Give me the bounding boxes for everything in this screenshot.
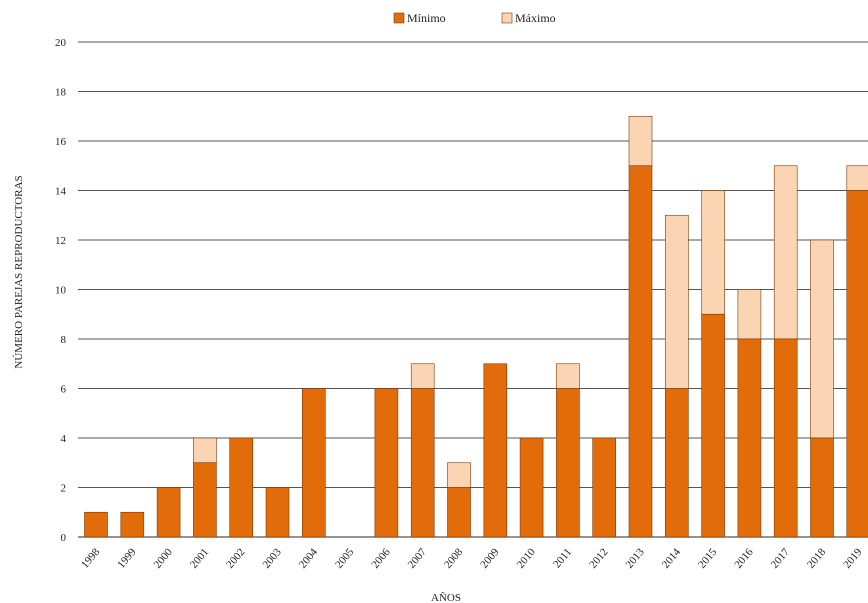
x-tick-label: 2008: [442, 546, 466, 571]
legend: Mínimo Máximo: [393, 11, 556, 25]
bar-maximo-2017: [773, 165, 798, 340]
x-tick-label: 2018: [805, 546, 829, 571]
x-tick-label: 2017: [769, 546, 793, 571]
x-tick-label: 2019: [841, 546, 865, 571]
bar-minimo-2013: [628, 165, 653, 538]
y-tick-label: 2: [61, 483, 67, 495]
bar-minimo-2015: [701, 313, 725, 538]
y-tick-label: 10: [55, 285, 67, 297]
legend-swatch-maximo: [501, 12, 513, 24]
x-tick-label: 2016: [732, 546, 756, 571]
bar-maximo-2018: [810, 239, 834, 439]
x-tick-label: 2004: [297, 546, 321, 571]
x-tick-label: 1998: [79, 546, 103, 571]
bar-minimo-2001: [193, 462, 217, 538]
bar-minimo-2010: [519, 437, 544, 538]
bar-minimo-2011: [556, 388, 580, 538]
bar-minimo-2019: [846, 190, 868, 538]
y-axis-title: NÚMERO PAREJAS REPRODUCTORAS: [13, 175, 25, 368]
bar-minimo-1999: [120, 511, 145, 538]
x-tick-label: 2003: [260, 546, 284, 571]
bar-minimo-2014: [664, 388, 689, 538]
bar-minimo-2004: [301, 388, 326, 538]
bar-maximo-2008: [447, 462, 471, 488]
bar-minimo-2012: [592, 437, 617, 538]
y-tick-label: 14: [55, 186, 67, 198]
y-tick-label: 4: [61, 433, 67, 445]
x-tick-label: 2011: [551, 546, 574, 570]
bar-minimo-1998: [84, 511, 108, 538]
x-tick-label: 2002: [224, 546, 247, 571]
y-tick-label: 6: [61, 384, 67, 396]
legend-label-maximo: Máximo: [515, 11, 556, 25]
bar-maximo-2013: [628, 115, 653, 167]
bar-minimo-2002: [229, 437, 253, 538]
x-tick-label: 2001: [188, 546, 211, 571]
x-tick-label: 2010: [515, 546, 539, 571]
bar-minimo-2006: [374, 388, 399, 538]
bar-maximo-2001: [193, 437, 217, 464]
x-tick-label: 2015: [696, 546, 720, 571]
x-tick-label: 2012: [587, 546, 610, 571]
bar-minimo-2000: [156, 487, 181, 538]
bar-maximo-2015: [701, 190, 725, 315]
bar-maximo-2014: [664, 214, 689, 389]
bar-minimo-2018: [810, 437, 834, 538]
x-tick-label: 2013: [623, 546, 647, 571]
bar-minimo-2016: [737, 338, 762, 538]
x-tick-label: 2007: [406, 546, 430, 571]
x-axis-ticks: 1998 1999 2000 2001 2002 2003 2004 2005 2006 2007…: [79, 546, 865, 571]
x-axis-title: AÑOS: [431, 592, 461, 603]
bar-minimo-2003: [265, 487, 290, 538]
bars: [84, 115, 868, 538]
bar-minimo-2009: [483, 363, 508, 538]
y-axis-ticks: 0 2 4 6 8 10 12 14 16 18 20: [55, 37, 67, 544]
bar-maximo-2011: [556, 363, 580, 389]
y-tick-label: 0: [61, 532, 67, 544]
y-tick-label: 18: [55, 87, 67, 99]
bar-maximo-2019: [846, 165, 868, 191]
bar-minimo-2008: [447, 487, 471, 538]
bar-maximo-2007: [410, 363, 435, 389]
x-tick-label: 2006: [369, 546, 393, 571]
bar-minimo-2007: [410, 388, 435, 538]
bar-minimo-2017: [773, 338, 798, 538]
x-tick-label: 2005: [333, 546, 357, 571]
x-tick-label: 1999: [115, 546, 139, 571]
x-tick-label: 2014: [660, 546, 684, 571]
y-tick-label: 20: [55, 37, 67, 49]
bar-maximo-2016: [737, 289, 762, 340]
y-tick-label: 16: [55, 136, 67, 148]
x-tick-label: 2009: [478, 546, 502, 571]
legend-swatch-minimo: [393, 12, 405, 24]
y-tick-label: 12: [55, 235, 66, 247]
y-tick-label: 8: [61, 334, 67, 346]
x-tick-label: 2000: [152, 546, 176, 571]
legend-label-minimo: Mínimo: [407, 11, 446, 25]
